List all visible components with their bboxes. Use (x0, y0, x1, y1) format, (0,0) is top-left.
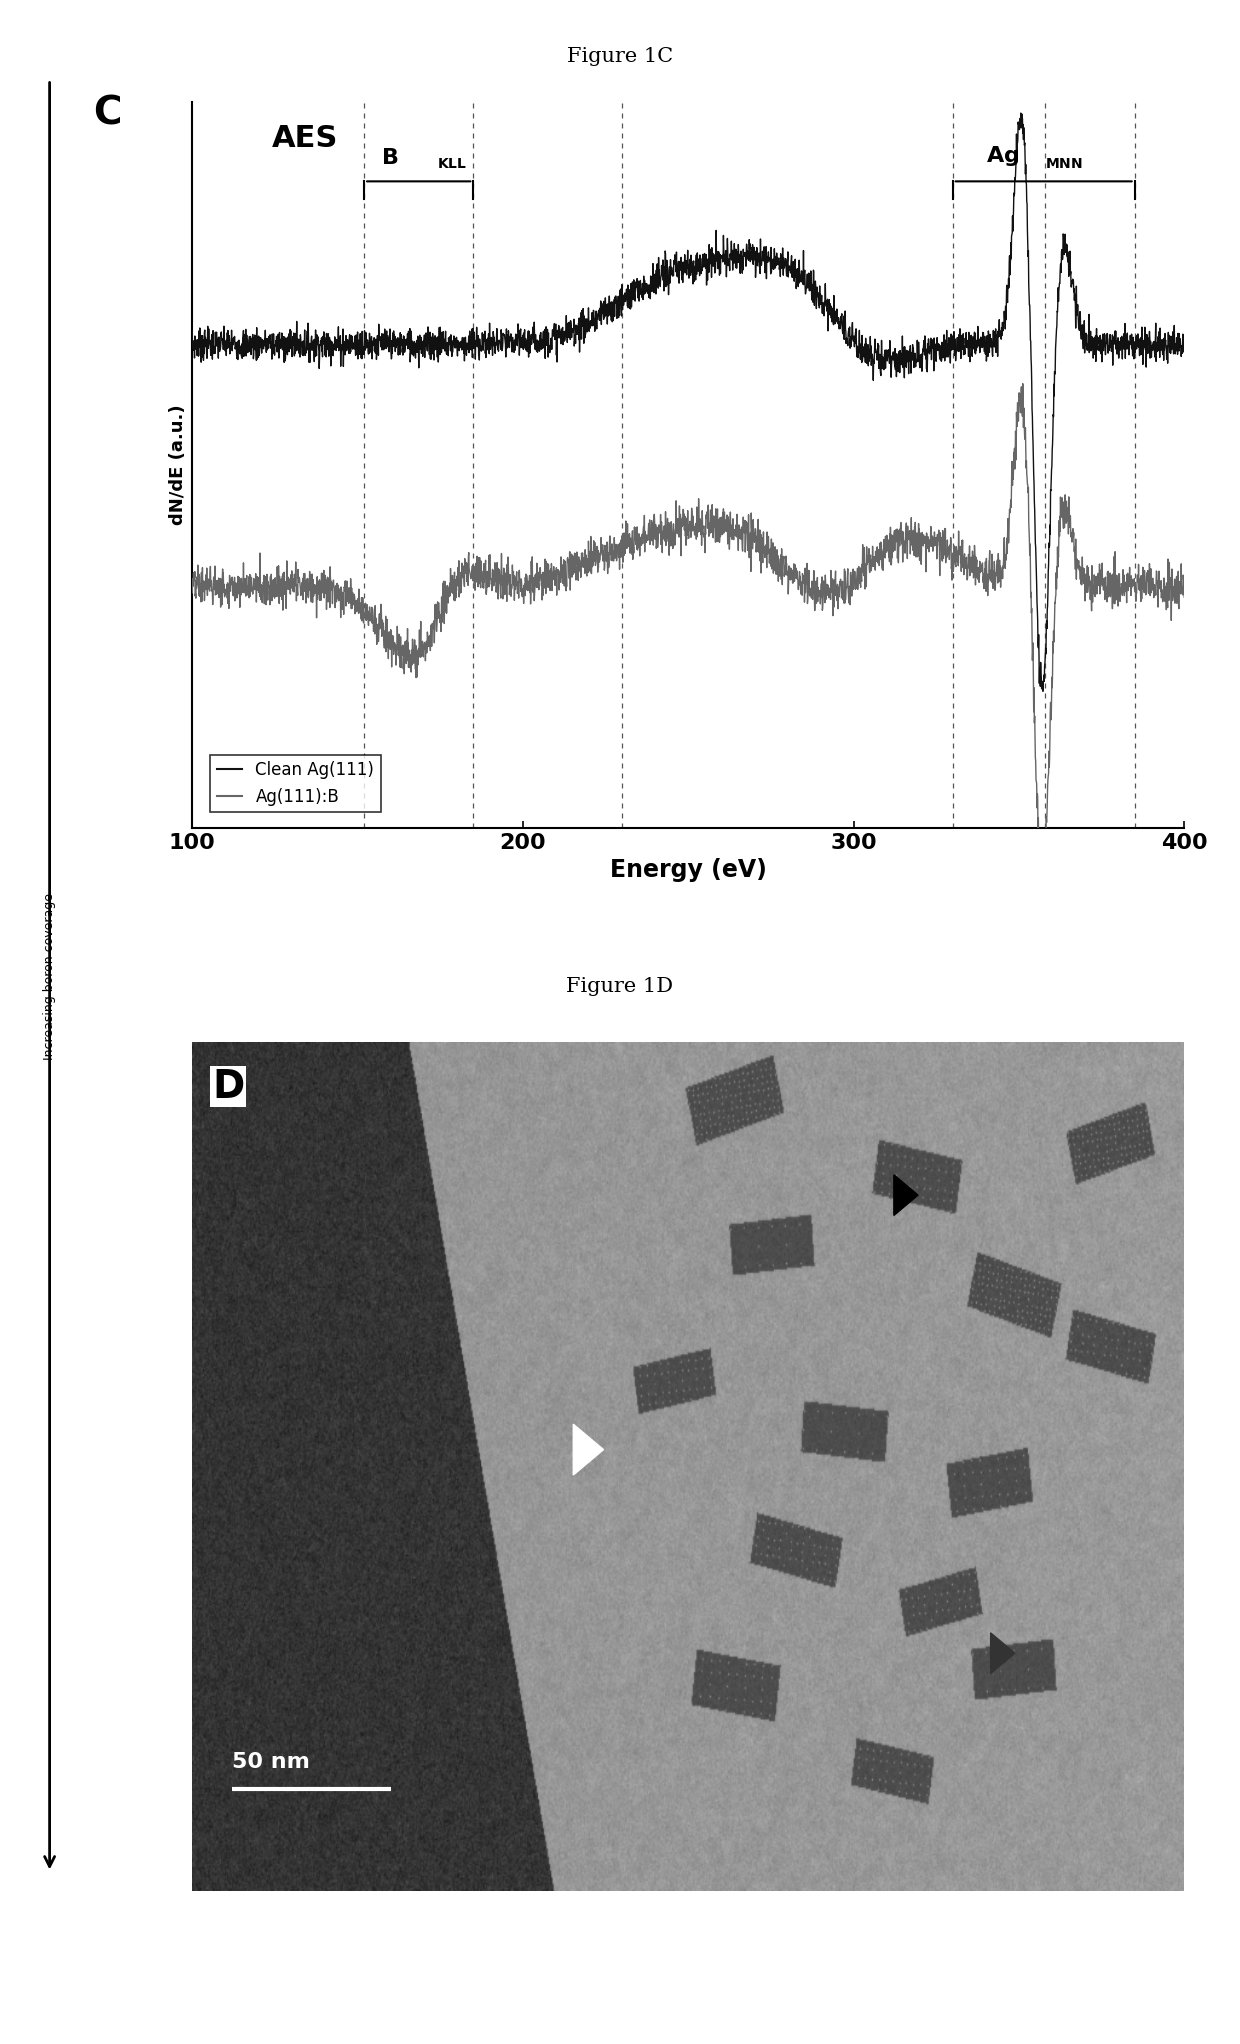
Legend: Clean Ag(111), Ag(111):B: Clean Ag(111), Ag(111):B (211, 754, 381, 811)
Polygon shape (573, 1425, 604, 1476)
Text: Figure 1D: Figure 1D (567, 977, 673, 995)
Text: Increasing boron coverage: Increasing boron coverage (43, 893, 56, 1059)
Text: $\mathbf{MNN}$: $\mathbf{MNN}$ (1045, 157, 1083, 172)
Y-axis label: dN/dE (a.u.): dN/dE (a.u.) (169, 405, 187, 525)
Text: AES: AES (272, 125, 339, 153)
Text: $\mathbf{B}$: $\mathbf{B}$ (381, 147, 398, 168)
Polygon shape (991, 1633, 1014, 1674)
Text: $\mathbf{Ag}$: $\mathbf{Ag}$ (986, 145, 1019, 168)
Text: $\mathbf{KLL}$: $\mathbf{KLL}$ (436, 157, 467, 172)
Text: 50 nm: 50 nm (232, 1752, 310, 1772)
Polygon shape (894, 1175, 918, 1216)
Text: C: C (93, 94, 122, 133)
Text: Figure 1C: Figure 1C (567, 47, 673, 65)
Text: D: D (212, 1067, 244, 1106)
X-axis label: Energy (eV): Energy (eV) (610, 858, 766, 883)
